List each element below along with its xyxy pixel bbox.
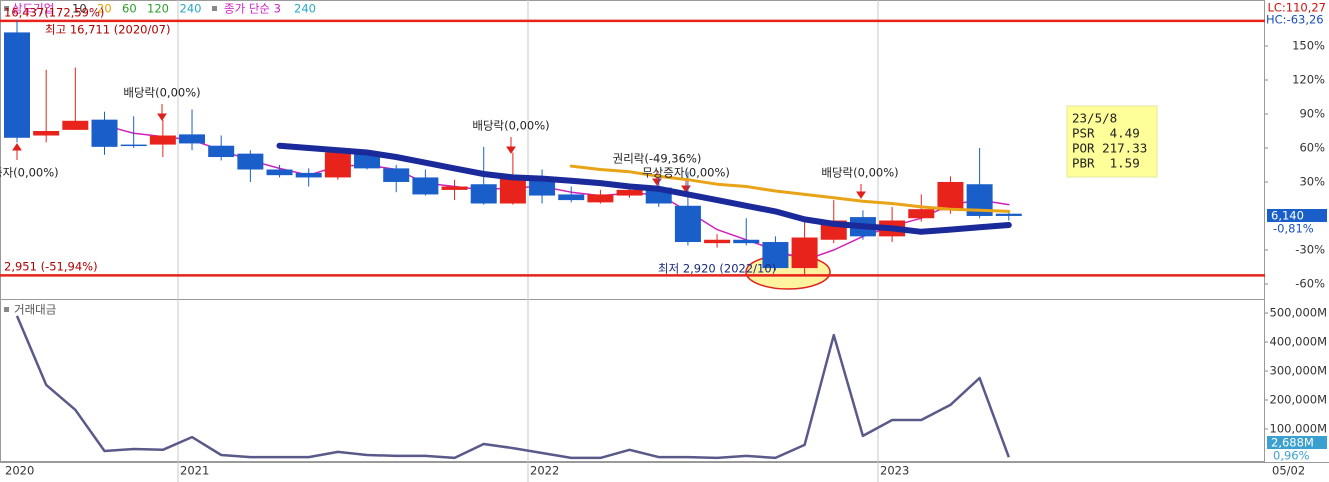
info-box-line: POR 217.33 xyxy=(1072,141,1147,156)
info-box-line: 23/5/8 xyxy=(1072,111,1117,126)
annotation: 배당락(0,00%) xyxy=(821,166,898,180)
arrow-head xyxy=(12,143,22,151)
info-box-line: PBR 1.59 xyxy=(1072,156,1140,171)
annotation: 배당락(0,00%) xyxy=(472,119,549,133)
candle-body xyxy=(266,169,293,176)
last-price-label: 6,140 xyxy=(1271,209,1304,223)
x-tick-label: 2020 xyxy=(5,464,34,478)
x-tick-label: 2023 xyxy=(880,464,909,478)
info-box-line: PSR 4.49 xyxy=(1072,126,1140,141)
event-arrows xyxy=(12,104,866,199)
legend-label: 240 xyxy=(294,2,316,16)
y-tick-label: 30% xyxy=(1299,174,1325,188)
y-tick-label: 300,000M xyxy=(1270,364,1327,378)
annotation: 2,951 (-51,94%) xyxy=(4,260,98,274)
moving-average-line xyxy=(276,142,1012,235)
annotation: 증자(0,00%) xyxy=(0,166,59,180)
info-box xyxy=(1066,105,1158,178)
y-tick-label: 200,000M xyxy=(1270,392,1327,406)
candle-body xyxy=(791,237,818,269)
pane-title: 거래대금 xyxy=(14,303,56,317)
cursor-date: 05/02 xyxy=(1272,464,1305,478)
lc-label: LC:110,27 xyxy=(1267,1,1326,15)
candle-body xyxy=(762,242,789,269)
legend-title: 종가 단순 3 xyxy=(224,2,281,16)
candle-body xyxy=(208,145,235,158)
y-tick-label: -30% xyxy=(1295,242,1325,256)
candle-body xyxy=(937,181,964,211)
legend-marker xyxy=(4,307,9,312)
candle-body xyxy=(354,153,381,169)
last-volume-box xyxy=(1267,436,1327,449)
arrow-head xyxy=(157,113,167,121)
candle-body xyxy=(295,172,322,178)
x-tick-label: 2022 xyxy=(530,464,559,478)
y-tick-label: 100,000M xyxy=(1270,421,1327,435)
y-tick-label: 400,000M xyxy=(1270,335,1327,349)
legend-label: 240 xyxy=(180,2,202,16)
last-price-box xyxy=(1267,209,1327,222)
annotation: 무상증자(0,00%) xyxy=(642,166,730,180)
candle-body xyxy=(120,144,147,147)
legend: 삼도기업 10 20 60 120 240 종가 단순 3 240 xyxy=(4,2,316,16)
candle-body xyxy=(733,239,760,244)
candle-body xyxy=(91,119,118,147)
volume-line xyxy=(15,315,1010,460)
last-change-label: -0,81% xyxy=(1273,222,1314,236)
candle-body xyxy=(149,135,176,145)
candle-body xyxy=(324,152,351,178)
last-volume-change: 0,96% xyxy=(1273,449,1310,463)
candle-body xyxy=(237,153,264,170)
y-tick-label: 90% xyxy=(1299,106,1325,120)
legend-label: 20 xyxy=(97,2,112,16)
candle-body xyxy=(179,134,206,144)
legend-title: 삼도기업 xyxy=(12,2,54,16)
candle-body xyxy=(704,239,731,244)
candle-body xyxy=(470,184,497,204)
candle-body xyxy=(995,213,1022,216)
arrow-head xyxy=(856,191,866,199)
x-tick-label: 2021 xyxy=(180,464,209,478)
legend-label: 120 xyxy=(147,2,169,16)
y-tick-label: -60% xyxy=(1295,276,1325,290)
candle-body xyxy=(33,130,60,136)
candle-body xyxy=(383,168,410,182)
moving-average-line xyxy=(569,164,1011,213)
y-tick-label: 120% xyxy=(1292,72,1325,86)
candle-body xyxy=(412,177,439,195)
candle-body xyxy=(674,205,701,243)
candle-body xyxy=(62,120,89,130)
y-tick-label: 60% xyxy=(1299,140,1325,154)
candle-body xyxy=(908,209,935,219)
candle-body xyxy=(587,194,614,203)
candle-body xyxy=(4,32,30,138)
legend-marker xyxy=(212,6,217,11)
y-tick-label: 150% xyxy=(1292,39,1325,53)
last-volume-label: 2,688M xyxy=(1271,436,1314,450)
plot-border xyxy=(0,0,1265,462)
annotation: 최저 2,920 (2022/10) xyxy=(658,262,776,276)
annotation: 16,437(172,59%) xyxy=(4,6,104,20)
legend-marker xyxy=(4,6,9,11)
legend-label: 60 xyxy=(122,2,137,16)
annotation: 권리락(-49,36%) xyxy=(613,152,702,166)
hc-label: HC:-63,26 xyxy=(1266,13,1324,27)
annotation: 배당락(0,00%) xyxy=(123,86,200,100)
candle-body xyxy=(499,177,526,204)
arrow-head xyxy=(506,146,516,154)
candle-body xyxy=(616,189,643,196)
annotation: 최고 16,711 (2020/07) xyxy=(45,23,170,37)
legend-label: 10 xyxy=(72,2,87,16)
candle-body xyxy=(441,186,468,190)
candle-body xyxy=(558,194,585,201)
y-tick-label: 500,000M xyxy=(1270,306,1327,320)
